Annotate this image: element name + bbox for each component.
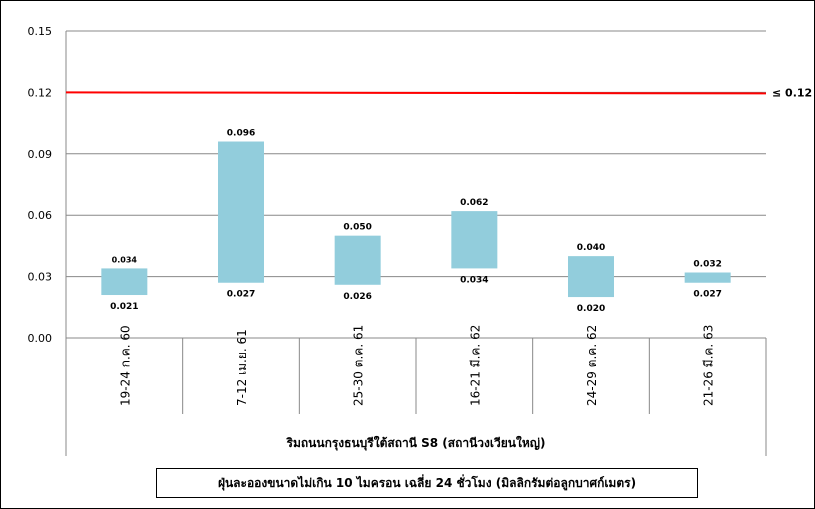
- y-tick-label: 0.09: [28, 148, 53, 161]
- low-label: 0.026: [343, 292, 371, 302]
- low-label: 0.027: [693, 290, 721, 300]
- low-label: 0.021: [110, 302, 138, 312]
- range-bar: [218, 141, 264, 283]
- standard-label: ≤ 0.12: [772, 86, 812, 99]
- low-label: 0.027: [227, 290, 255, 300]
- x-tick-label: 21-26 มี.ค. 63: [702, 325, 716, 406]
- range-bar: [334, 235, 381, 285]
- low-label: 0.034: [460, 275, 488, 285]
- high-label: 0.050: [343, 223, 371, 233]
- x-tick-label: 19-24 ก.ค. 60: [118, 325, 132, 406]
- range-bar: [451, 211, 498, 269]
- high-label: 0.032: [693, 260, 721, 270]
- y-tick-label: 0.12: [28, 86, 53, 99]
- range-bar: [568, 256, 614, 298]
- y-tick-label: 0.06: [28, 209, 53, 222]
- y-tick-label: 0.03: [28, 271, 53, 284]
- x-tick-label: 7-12 เม.ย. 61: [235, 329, 249, 406]
- high-label: 0.034: [112, 255, 138, 264]
- x-tick-label: 24-29 ต.ค. 62: [585, 325, 599, 406]
- y-tick-label: 0.15: [28, 25, 53, 38]
- legend-box: ฝุ่นละอองขนาดไม่เกิน 10 ไมครอน เฉลี่ย 24…: [156, 468, 698, 498]
- high-label: 0.062: [460, 198, 488, 208]
- range-bar: [684, 272, 731, 283]
- x-tick-label: 25-30 ต.ค. 61: [352, 325, 366, 406]
- legend-label: ฝุ่นละอองขนาดไม่เกิน 10 ไมครอน เฉลี่ย 24…: [217, 475, 637, 490]
- x-axis-title: ริมถนนกรุงธนบุรีใต้สถานี S8 (สถานีวงเวีย…: [286, 435, 545, 451]
- x-tick-label: 16-21 มี.ค. 62: [468, 325, 482, 406]
- high-label: 0.096: [227, 129, 255, 139]
- high-label: 0.040: [577, 243, 605, 253]
- y-tick-label: 0.00: [28, 332, 53, 345]
- low-label: 0.020: [577, 304, 605, 314]
- range-bar: [101, 268, 148, 296]
- standard-line: [65, 91, 767, 95]
